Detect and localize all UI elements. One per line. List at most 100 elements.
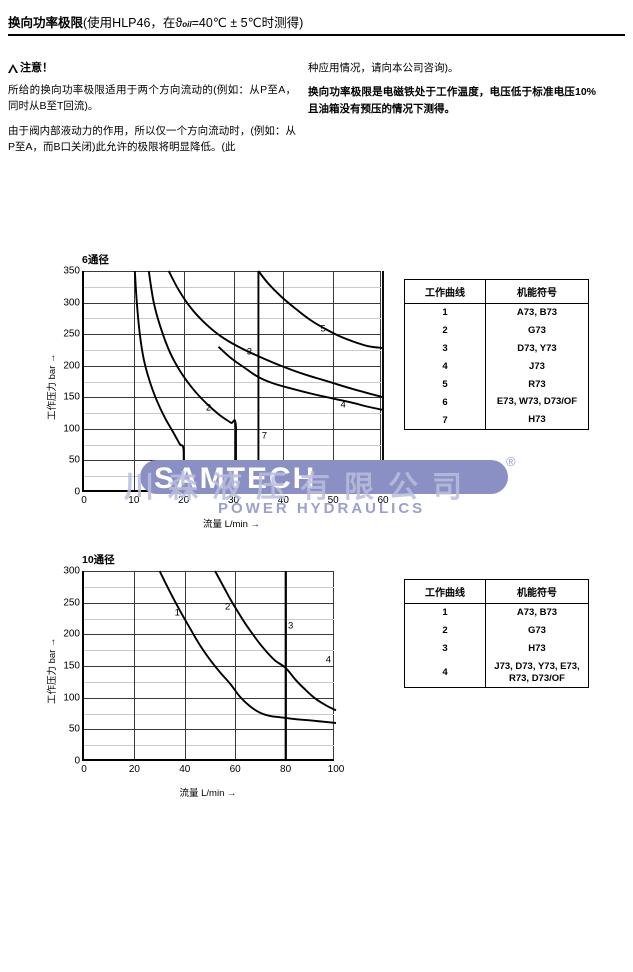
gridline-major: [84, 571, 334, 572]
gridline-major: [84, 365, 381, 367]
gridline-major: [84, 428, 381, 430]
curve-label-2: 2: [224, 601, 231, 613]
x-axis-tick: 30: [227, 495, 240, 506]
x-axis-tick: 20: [178, 495, 190, 506]
table-row: 4 J73: [404, 357, 589, 376]
y-axis-tick: 150: [63, 660, 80, 672]
curve-2: [147, 270, 237, 492]
curve-label-5: 5: [320, 323, 326, 335]
gridline-major: [84, 271, 381, 272]
chart-6-block: 6通径 0 50 100 150 200 250 300 350 0 10 20 30 40 50 60 1 2…: [47, 252, 389, 530]
warning-triangle-icon: [8, 64, 18, 74]
symbol-cell: H73: [528, 642, 546, 654]
curve-4: [217, 346, 384, 411]
x-axis-tick: 50: [327, 495, 339, 506]
curve-label-3: 3: [287, 620, 294, 632]
warning-heading: 注意！: [8, 60, 296, 77]
curve-number-cell: 2: [404, 621, 486, 640]
table-row: 7 H73: [404, 411, 589, 430]
symbol-cell: E73, W73, D73/OF: [496, 396, 578, 408]
y-axis-tick: 250: [63, 597, 80, 609]
symbol-cell: G73: [527, 624, 546, 636]
x-axis-tick: 0: [81, 764, 87, 775]
chart-10-y-axis-label: 工作压力 bar →: [47, 637, 58, 704]
curve-number-cell: 2: [404, 321, 486, 340]
gridline-minor: [84, 349, 381, 351]
page-title-rest-a: (使用HLP46，在: [83, 16, 176, 30]
page-header: 换向功率极限(使用HLP46，在ϑoil=40℃ ± 5℃时测得): [8, 12, 625, 36]
y-axis-tick: 50: [68, 723, 80, 735]
gridline-major: [84, 666, 334, 667]
gridline-vertical: [235, 571, 237, 759]
plot-right-border: [333, 571, 334, 759]
gridline-vertical: [183, 271, 185, 490]
table-row: 2 G73: [404, 321, 589, 340]
x-axis-tick: 10: [128, 495, 140, 506]
warning-label: 注意！: [20, 62, 53, 74]
table-6-curve-legend: 工作曲线 机能符号 1 A73, B73 2 G73 3 D73, Y73 4 J73 5 R73 6 E…: [404, 279, 589, 431]
x-axis-tick: 20: [128, 764, 140, 775]
curve-1: [133, 270, 185, 492]
x-axis-tick: 0: [81, 495, 87, 506]
watermark-registered-icon: ®: [506, 454, 516, 469]
symbol-cell: J73: [529, 360, 545, 372]
gridline-minor: [84, 650, 334, 652]
x-axis-tick: 100: [327, 764, 345, 775]
chart-6-y-axis-label: 工作压力 bar →: [47, 352, 58, 420]
curve-number-cell: 3: [404, 639, 486, 658]
gridline-minor: [84, 586, 334, 588]
gridline-minor: [84, 745, 334, 747]
gridline-vertical: [333, 271, 335, 490]
gridline-vertical: [133, 271, 135, 490]
page-title: 换向功率极限(使用HLP46，在ϑoil=40℃ ± 5℃时测得): [8, 12, 625, 31]
y-axis-tick: 300: [63, 565, 80, 577]
curve-label-1: 1: [174, 607, 180, 619]
gridline-major: [84, 729, 334, 731]
table-column-header: 工作曲线: [404, 279, 486, 304]
curve-number-cell: 7: [404, 411, 486, 430]
y-axis-tick: 0: [74, 486, 80, 498]
header-rule: [8, 34, 625, 36]
table-column-header: 工作曲线: [404, 579, 486, 604]
symbol-cell: H73: [528, 414, 546, 426]
gridline-major: [84, 602, 334, 604]
chart-10-plot-area: 0 50 100 150 200 250 300 0 20 40 60 80 100 1 2 3 4: [63, 566, 344, 776]
y-axis-tick: 100: [63, 423, 80, 435]
plot-right-border: [380, 271, 381, 490]
table-header-row: 工作曲线 机能符号: [404, 579, 589, 604]
chart-10-title: 10通径: [82, 554, 115, 566]
curve-number-cell: 1: [404, 303, 486, 322]
x-axis-tick: 40: [179, 764, 191, 775]
curve-5: [257, 270, 384, 349]
table-header-row: 工作曲线 机能符号: [404, 279, 589, 304]
curve-number-cell: 3: [404, 339, 486, 358]
gridline-minor: [84, 618, 334, 620]
chart-6-title: 6通径: [82, 254, 109, 266]
watermark-tagline: POWER HYDRAULICS: [218, 500, 426, 517]
x-axis-tick: 60: [377, 495, 389, 506]
x-axis-tick: 80: [280, 764, 292, 775]
y-axis-tick: 50: [68, 454, 80, 466]
chart-6-plot-area: 0 50 100 150 200 250 300 350 0 10 20 30 40 50 60 1 2 3 4 5 6…: [63, 266, 388, 507]
chart-curves: [133, 270, 384, 492]
table-row: 3 H73: [404, 639, 589, 658]
table-column-header: 机能符号: [485, 279, 589, 304]
y-axis-tick: 200: [63, 360, 80, 372]
table-row: 1 A73, B73: [404, 303, 589, 322]
symbol-cell: R73: [528, 378, 546, 390]
y-axis-tick: 200: [63, 628, 80, 640]
symbol-cell: A73, B73: [516, 307, 558, 318]
x-axis-tick: 60: [229, 764, 241, 775]
gridline-vertical: [134, 571, 136, 759]
table-column-header: 机能符号: [485, 579, 589, 604]
y-axis-tick: 100: [63, 692, 80, 704]
table-10-curve-legend: 工作曲线 机能符号 1 A73, B73 2 G73 3 H73 4 J73, D73, Y73,…: [404, 579, 589, 689]
curve-number-cell: 5: [404, 375, 486, 394]
note-paragraph: 由于阀内部液动力的作用，所以仅一个方向流动时，(例如：从P至A，而B口关闭)此允…: [8, 124, 296, 153]
gridline-minor: [84, 681, 334, 683]
gridline-vertical: [233, 271, 235, 490]
gridline-major: [84, 302, 381, 304]
curve-label-4: 4: [325, 654, 332, 666]
curve-number-cell: 4: [404, 357, 486, 376]
curve-1: [158, 570, 337, 724]
